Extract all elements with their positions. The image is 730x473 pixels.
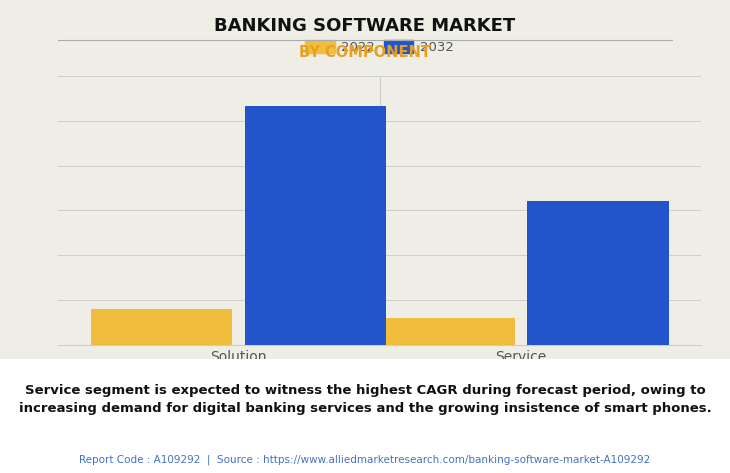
- Text: BANKING SOFTWARE MARKET: BANKING SOFTWARE MARKET: [215, 17, 515, 35]
- Bar: [373, 318, 515, 345]
- Text: Service segment is expected to witness the highest CAGR during forecast period, : Service segment is expected to witness t…: [19, 384, 711, 415]
- Bar: [245, 105, 386, 345]
- Legend: 2022, 2032: 2022, 2032: [300, 35, 459, 60]
- Text: BY COMPONENT: BY COMPONENT: [299, 45, 431, 60]
- Bar: [91, 309, 232, 345]
- Bar: [527, 201, 669, 345]
- Text: Report Code : A109292  |  Source : https://www.alliedmarketresearch.com/banking-: Report Code : A109292 | Source : https:/…: [80, 454, 650, 464]
